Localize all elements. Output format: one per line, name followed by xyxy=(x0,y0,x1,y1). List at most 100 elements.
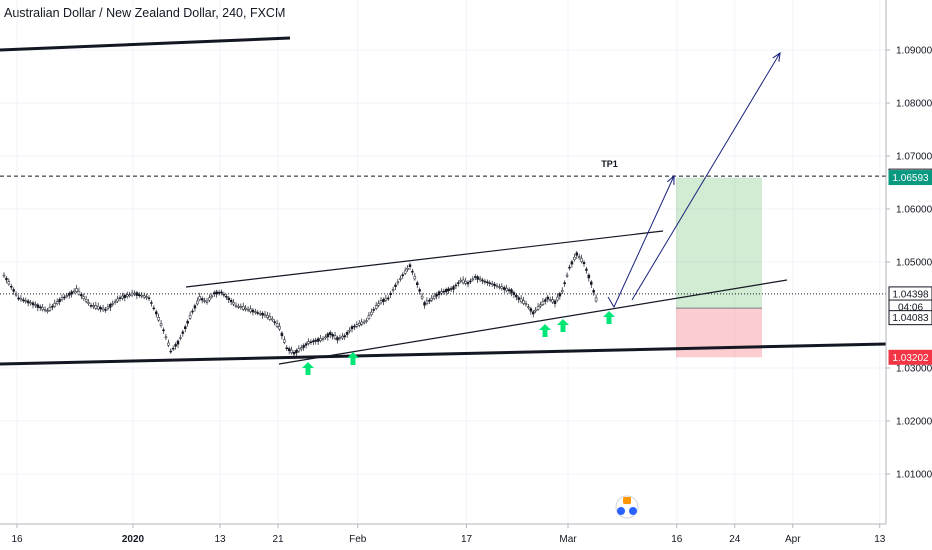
candle-body xyxy=(365,320,368,322)
price-tick-label: 1.05000 xyxy=(896,258,932,269)
price-tag: 1.04083 xyxy=(888,310,932,326)
candle-body xyxy=(159,323,163,326)
candle-body xyxy=(464,280,467,284)
support-trendline xyxy=(0,342,887,366)
buy-signal-arrow-icon xyxy=(603,311,615,324)
candle-body xyxy=(29,302,32,305)
candle-body xyxy=(138,294,141,296)
chart-title: Australian Dollar / New Zealand Dollar, … xyxy=(4,6,286,20)
price-tick-label: 1.01000 xyxy=(896,470,932,481)
candle-body xyxy=(403,270,407,274)
candle-body xyxy=(585,268,588,271)
time-axis-panel[interactable] xyxy=(0,524,932,550)
candle-body xyxy=(304,343,308,346)
candle-body xyxy=(186,320,189,324)
candle-body xyxy=(570,261,574,265)
candle-body xyxy=(232,302,235,305)
candle-body xyxy=(350,326,354,330)
candle-body xyxy=(145,296,148,299)
candle-body xyxy=(324,336,327,339)
candle-body xyxy=(321,338,325,341)
price-tag: 1.03202 xyxy=(888,349,932,365)
candle-body xyxy=(164,336,168,339)
candle-body xyxy=(384,297,388,301)
candle-body xyxy=(553,300,557,304)
candle-body xyxy=(442,290,446,293)
candle-body xyxy=(36,304,40,308)
candle-body xyxy=(70,291,73,295)
candle-body xyxy=(498,286,501,288)
candle-body xyxy=(84,299,88,302)
price-axis-panel[interactable] xyxy=(886,0,932,550)
candle-body xyxy=(466,282,470,285)
candle-body xyxy=(312,340,315,343)
candle-body xyxy=(43,308,47,311)
buy-signal-arrow-icon xyxy=(347,352,359,365)
candle-body xyxy=(285,347,288,349)
price-tag-label: 1.04398 xyxy=(892,289,929,300)
candle-body xyxy=(358,323,361,326)
buy-signal-arrow-icon xyxy=(302,362,314,375)
candle-body xyxy=(425,300,429,304)
candle-body xyxy=(2,274,6,277)
candle-body xyxy=(343,335,346,338)
candle-body xyxy=(558,293,562,297)
channel-lower-line xyxy=(278,279,788,365)
price-tag-label: 04:06 xyxy=(898,303,923,314)
candle-body xyxy=(411,270,414,273)
candle-body xyxy=(500,286,504,289)
candle-body xyxy=(200,298,204,301)
candle-body xyxy=(82,296,85,300)
candle-body xyxy=(60,297,64,300)
candle-body xyxy=(181,331,185,334)
candle-body xyxy=(150,302,153,304)
candle-body xyxy=(440,291,443,294)
tp1-label: TP1 xyxy=(601,159,618,169)
logo-blob-left xyxy=(617,507,625,515)
price-tick-label: 1.02000 xyxy=(896,417,932,428)
candle-body xyxy=(399,278,402,280)
candle-body xyxy=(41,307,44,310)
candle-body xyxy=(157,317,160,321)
candle-body xyxy=(374,305,378,309)
candle-body xyxy=(355,324,359,327)
time-tick-label: 2020 xyxy=(122,534,145,545)
candle-body xyxy=(104,309,107,311)
candle-body xyxy=(461,279,465,284)
candle-body xyxy=(367,315,371,319)
candle-body xyxy=(314,339,317,342)
candle-body xyxy=(275,323,279,327)
candle-body xyxy=(55,301,59,304)
candle-body xyxy=(582,262,586,265)
candle-body xyxy=(546,296,549,300)
candle-body xyxy=(495,285,499,288)
candle-body xyxy=(268,316,272,320)
candle-body xyxy=(179,337,182,339)
candle-body xyxy=(31,302,35,306)
candle-body xyxy=(568,266,571,269)
candle-body xyxy=(437,291,441,296)
projection-arrow-1 xyxy=(607,176,674,309)
candle-body xyxy=(51,305,54,308)
candle-body xyxy=(541,301,545,305)
candle-body xyxy=(97,305,100,310)
candle-body xyxy=(135,292,139,296)
candle-body xyxy=(534,309,537,312)
candle-body xyxy=(266,315,269,318)
candle-body xyxy=(548,299,552,301)
candle-body xyxy=(162,329,165,332)
candle-body xyxy=(176,340,180,345)
candle-body xyxy=(94,305,98,309)
buy-signal-arrow-icon xyxy=(539,324,551,337)
candle-body xyxy=(271,318,274,321)
candle-body xyxy=(297,348,301,352)
candle-body xyxy=(469,280,472,283)
candle-body xyxy=(133,292,136,295)
candle-body xyxy=(522,300,525,304)
time-tick-label: 13 xyxy=(214,534,226,545)
candle-body xyxy=(126,294,129,297)
logo-top xyxy=(623,497,631,504)
candle-body xyxy=(329,332,332,335)
candle-body xyxy=(169,350,172,353)
